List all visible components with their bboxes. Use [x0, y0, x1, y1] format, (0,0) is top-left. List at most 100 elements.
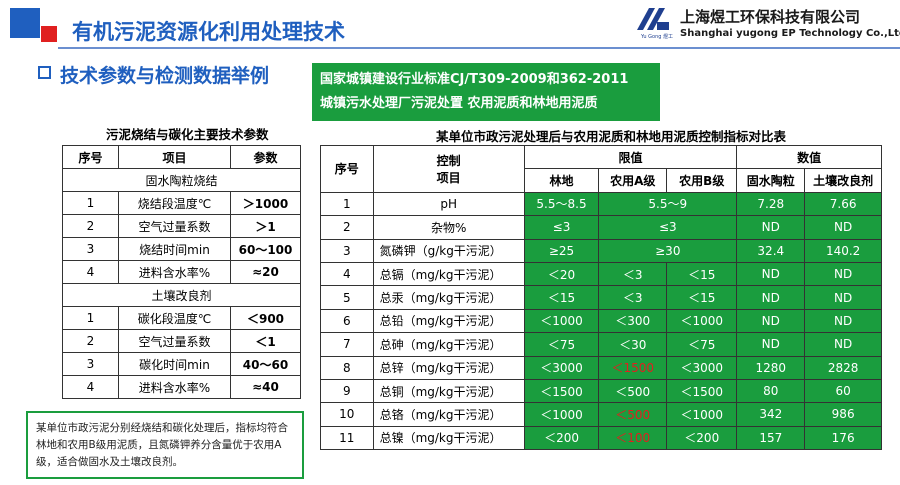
cell-seq: 2 [62, 329, 119, 353]
cell-soil: ND [804, 285, 882, 310]
cell-agri-a: ＜500 [598, 402, 668, 427]
cell-agri-ab: ≥30 [598, 238, 738, 263]
cell-agri-b: ＜15 [666, 261, 738, 287]
cell-ceramsite: ND [736, 308, 806, 334]
table-row: 2 杂物% ≤3 ≤3 ND ND [320, 215, 882, 240]
cell-agri-ab: 5.5～9 [598, 191, 738, 217]
cell-param: 60～100 [230, 237, 301, 261]
sintering-parameters-table: 序号 项目 参数 固水陶粒烧结 1 烧结段温度℃ ＞1000 2 空气过量系数 … [62, 145, 301, 399]
cell-item: 烧结段温度℃ [118, 191, 231, 215]
header-logo-square-blue [10, 8, 40, 38]
table-row: 3 烧结时间min 60～100 [62, 237, 301, 261]
cell-forest: ＜15 [523, 285, 600, 310]
cell-param: ＜900 [230, 306, 301, 330]
cell-seq: 6 [320, 308, 374, 334]
cell-seq: 2 [320, 215, 374, 240]
cell-seq: 2 [62, 214, 119, 238]
cell-soil: 140.2 [804, 238, 882, 263]
subheader-forest: 林地 [523, 168, 600, 193]
cell-param: ＞1000 [230, 191, 301, 215]
header-limits: 限值 [523, 144, 738, 170]
section-title: 技术参数与检测数据举例 [60, 65, 270, 87]
table-row: 3 氮磷钾（g/kg干污泥） ≥25 ≥30 32.4 140.2 [320, 238, 882, 263]
cell-ceramsite: ND [736, 261, 806, 287]
sludge-comparison-table: 序号 控制 项目 限值 数值 林地 农用A级 农用B级 固水陶粒 土壤改良剂 1… [320, 144, 882, 451]
cell-agri-b: ＜1000 [666, 308, 738, 334]
cell-ceramsite: 80 [736, 378, 806, 404]
cell-seq: 11 [320, 425, 374, 451]
header-control-item-line2: 项目 [436, 170, 461, 185]
company-logo-subtext: Yu Gong 煜工 [640, 34, 674, 40]
cell-seq: 1 [62, 306, 119, 330]
cell-forest: ＜1000 [523, 402, 600, 427]
cell-item: 烧结时间min [118, 237, 231, 261]
header-item: 项目 [118, 145, 231, 169]
cell-item: 碳化时间min [118, 352, 231, 376]
cell-seq: 7 [320, 332, 374, 357]
cell-agri-b: ＜200 [666, 425, 738, 451]
subheader-soil-amendment: 土壤改良剂 [804, 168, 882, 193]
table-row: 2 空气过量系数 ＜1 [62, 329, 301, 353]
table-subheader-row: 林地 农用A级 农用B级 固水陶粒 土壤改良剂 [321, 168, 882, 193]
cell-param: ≈20 [230, 260, 301, 284]
standard-line-2: 城镇污水处理厂污泥处置 农用泥质和林地用泥质 [320, 96, 598, 111]
header-control-item-line1: 控制 [436, 153, 461, 168]
cell-item: 总铜（mg/kg干污泥） [372, 378, 525, 404]
cell-seq: 4 [62, 375, 119, 399]
section-bullet-icon [38, 66, 51, 79]
right-table-caption: 某单位市政污泥处理后与农用泥质和林地用泥质控制指标对比表 [436, 129, 787, 144]
cell-seq: 4 [320, 261, 374, 287]
table-row: 4 进料含水率% ≈40 [62, 375, 301, 399]
table-row: 4 总镉（mg/kg干污泥） ＜20 ＜3 ＜15 ND ND [320, 261, 882, 287]
cell-seq: 10 [320, 402, 374, 427]
cell-param: ＜1 [230, 329, 301, 353]
cell-item: pH [372, 191, 525, 217]
cell-ceramsite: ND [736, 285, 806, 310]
cell-param: ≈40 [230, 375, 301, 399]
cell-agri-b: ＜1500 [666, 378, 738, 404]
company-logo-icon [637, 8, 669, 30]
cell-soil: 7.66 [804, 191, 882, 217]
company-name-cn: 上海煜工环保科技有限公司 [680, 8, 861, 26]
subheader-agri-a: 农用A级 [598, 168, 668, 193]
cell-agri-ab: ≤3 [598, 215, 738, 240]
cell-item: 总镉（mg/kg干污泥） [372, 261, 525, 287]
cell-param: ＞1 [230, 214, 301, 238]
group-row: 固水陶粒烧结 [62, 168, 301, 192]
cell-ceramsite: 32.4 [736, 238, 806, 263]
left-table-caption: 污泥烧结与碳化主要技术参数 [106, 127, 269, 142]
cell-seq: 3 [320, 238, 374, 263]
cell-soil: ND [804, 332, 882, 357]
cell-forest: ≥25 [523, 238, 600, 263]
cell-seq: 8 [320, 355, 374, 380]
cell-item: 杂物% [372, 215, 525, 240]
cell-item: 总锌（mg/kg干污泥） [372, 355, 525, 380]
table-row: 6 总铅（mg/kg干污泥） ＜1000 ＜300 ＜1000 ND ND [320, 308, 882, 334]
cell-ceramsite: 157 [736, 425, 806, 451]
cell-agri-a: ＜500 [598, 378, 668, 404]
cell-forest: ＜20 [523, 261, 600, 287]
cell-agri-a: ＜3 [598, 261, 668, 287]
cell-item: 氮磷钾（g/kg干污泥） [372, 238, 525, 263]
cell-soil: 986 [804, 402, 882, 427]
cell-forest: ＜1000 [523, 308, 600, 334]
header-logo-square-red [41, 26, 57, 42]
table-row: 4 进料含水率% ≈20 [62, 260, 301, 284]
cell-agri-a: ＜1500 [598, 355, 668, 380]
table-row: 2 空气过量系数 ＞1 [62, 214, 301, 238]
cell-param: 40～60 [230, 352, 301, 376]
cell-item: 总砷（mg/kg干污泥） [372, 332, 525, 357]
cell-agri-b: ＜3000 [666, 355, 738, 380]
header-divider [58, 47, 900, 49]
company-name-en: Shanghai yugong EP Technology Co.,Ltd. [680, 28, 900, 39]
cell-item: 空气过量系数 [118, 214, 231, 238]
cell-seq: 5 [320, 285, 374, 310]
cell-soil: 60 [804, 378, 882, 404]
table-row: 1 烧结段温度℃ ＞1000 [62, 191, 301, 215]
cell-item: 总汞（mg/kg干污泥） [372, 285, 525, 310]
standard-banner: 国家城镇建设行业标准CJ/T309-2009和362-2011 城镇污水处理厂污… [312, 63, 660, 121]
header-seq: 序号 [320, 145, 374, 193]
cell-soil: 176 [804, 425, 882, 451]
company-brand: Yu Gong 煜工 上海煜工环保科技有限公司 Shanghai yugong … [632, 4, 900, 44]
cell-agri-a: ＜300 [598, 308, 668, 334]
